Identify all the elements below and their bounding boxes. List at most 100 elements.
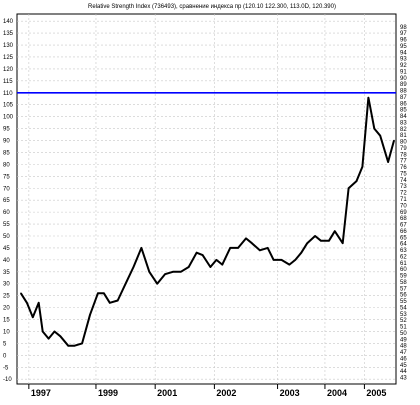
series-point xyxy=(201,254,204,256)
left-tick-label: 80 xyxy=(3,162,10,168)
right-tick-label: 78 xyxy=(400,152,407,158)
series-point xyxy=(26,302,28,304)
right-tick-label: 45 xyxy=(400,363,407,369)
series-point xyxy=(132,266,135,268)
series-point xyxy=(103,292,105,295)
right-axis: 4344454647484950515253545556575859606162… xyxy=(400,25,407,382)
left-tick-label: 110 xyxy=(3,91,13,97)
right-tick-label: 92 xyxy=(400,63,407,69)
left-tick-label: 130 xyxy=(3,43,14,49)
series-point xyxy=(341,242,344,244)
right-tick-label: 50 xyxy=(400,331,407,337)
right-tick-label: 73 xyxy=(400,184,407,190)
right-tick-label: 74 xyxy=(400,178,407,184)
left-tick-label: 35 xyxy=(3,270,10,276)
right-tick-label: 48 xyxy=(400,344,407,350)
series-point xyxy=(180,271,182,273)
right-tick-label: 94 xyxy=(400,50,407,56)
right-tick-label: 89 xyxy=(400,82,407,88)
series-point xyxy=(47,337,50,340)
series-point xyxy=(355,180,358,182)
series-point xyxy=(294,259,297,261)
chart-title: Relative Strength Index (736493), сравне… xyxy=(88,4,336,10)
left-tick-label: 5 xyxy=(3,341,7,347)
right-tick-label: 93 xyxy=(400,57,407,63)
series-point xyxy=(209,266,212,268)
left-tick-label: 10 xyxy=(3,329,10,335)
right-tick-label: 52 xyxy=(400,318,407,324)
series-point xyxy=(59,335,62,338)
x-axis: 1997 1999 2001 2002 2003 2004 2005 xyxy=(28,384,386,398)
right-tick-label: 51 xyxy=(400,325,407,331)
right-tick-label: 47 xyxy=(400,350,407,356)
series-point xyxy=(300,251,303,254)
series-point xyxy=(387,161,389,163)
right-tick-label: 68 xyxy=(400,216,407,222)
series-point xyxy=(89,313,91,316)
right-tick-label: 86 xyxy=(400,101,407,107)
right-tick-label: 95 xyxy=(400,44,407,50)
series-point xyxy=(20,292,22,295)
left-tick-label: 45 xyxy=(3,246,10,252)
series-point xyxy=(229,247,231,249)
right-tick-label: 53 xyxy=(400,312,407,318)
series-point xyxy=(187,266,190,268)
right-tick-label: 49 xyxy=(400,337,407,343)
left-tick-label: 85 xyxy=(3,150,10,156)
right-tick-label: 64 xyxy=(400,242,407,248)
right-tick-label: 54 xyxy=(400,305,407,311)
series-point xyxy=(97,292,99,295)
series-point xyxy=(53,330,56,333)
series-point xyxy=(361,165,364,168)
right-tick-label: 81 xyxy=(400,133,407,139)
left-tick-label: 30 xyxy=(3,282,10,288)
right-tick-label: 63 xyxy=(400,248,407,254)
series-point xyxy=(164,273,166,275)
series-point xyxy=(108,302,111,304)
right-tick-label: 75 xyxy=(400,171,407,177)
x-tick-label: 1999 xyxy=(98,388,118,398)
right-tick-label: 55 xyxy=(400,299,407,305)
right-tick-label: 85 xyxy=(400,108,407,114)
right-tick-label: 70 xyxy=(400,203,407,209)
right-tick-label: 72 xyxy=(400,191,407,197)
x-tick-label: 2001 xyxy=(157,388,177,398)
left-tick-label: 50 xyxy=(3,234,10,240)
series-point xyxy=(288,263,291,266)
left-tick-label: 75 xyxy=(3,174,10,180)
series-point xyxy=(237,247,239,249)
left-tick-label: 135 xyxy=(3,31,14,37)
right-tick-label: 59 xyxy=(400,274,407,280)
x-tick-label: 1997 xyxy=(31,388,51,398)
series-point xyxy=(367,96,370,99)
left-tick-label: -10 xyxy=(3,377,12,383)
right-tick-label: 43 xyxy=(400,376,407,382)
series-point xyxy=(245,237,247,240)
series-point xyxy=(156,282,158,285)
left-tick-label: 105 xyxy=(3,103,14,109)
left-tick-label: 55 xyxy=(3,222,10,228)
left-tick-label: 120 xyxy=(3,67,14,73)
left-axis: -10 -5 0 5 10 15 20 25 30 35 40 45 50 55 60 65 70 75 80 85 9… xyxy=(3,19,14,383)
series-point xyxy=(37,302,40,304)
left-tick-label: 0 xyxy=(3,353,7,359)
series-point xyxy=(306,242,308,244)
series-point xyxy=(148,271,151,273)
left-tick-label: 95 xyxy=(3,127,10,133)
series-point xyxy=(215,259,218,261)
grid-layer xyxy=(17,14,396,384)
series-point xyxy=(31,316,34,318)
right-tick-label: 88 xyxy=(400,89,407,95)
series-point xyxy=(81,342,83,345)
left-tick-label: -5 xyxy=(3,365,9,371)
series-point xyxy=(320,239,322,242)
x-tick-label: 2003 xyxy=(280,388,300,398)
series-point xyxy=(314,235,316,237)
right-tick-label: 69 xyxy=(400,210,407,216)
series-point xyxy=(41,330,44,333)
x-tick-label: 2005 xyxy=(366,388,386,398)
x-tick-label: 2004 xyxy=(327,388,347,398)
left-tick-label: 65 xyxy=(3,198,10,204)
